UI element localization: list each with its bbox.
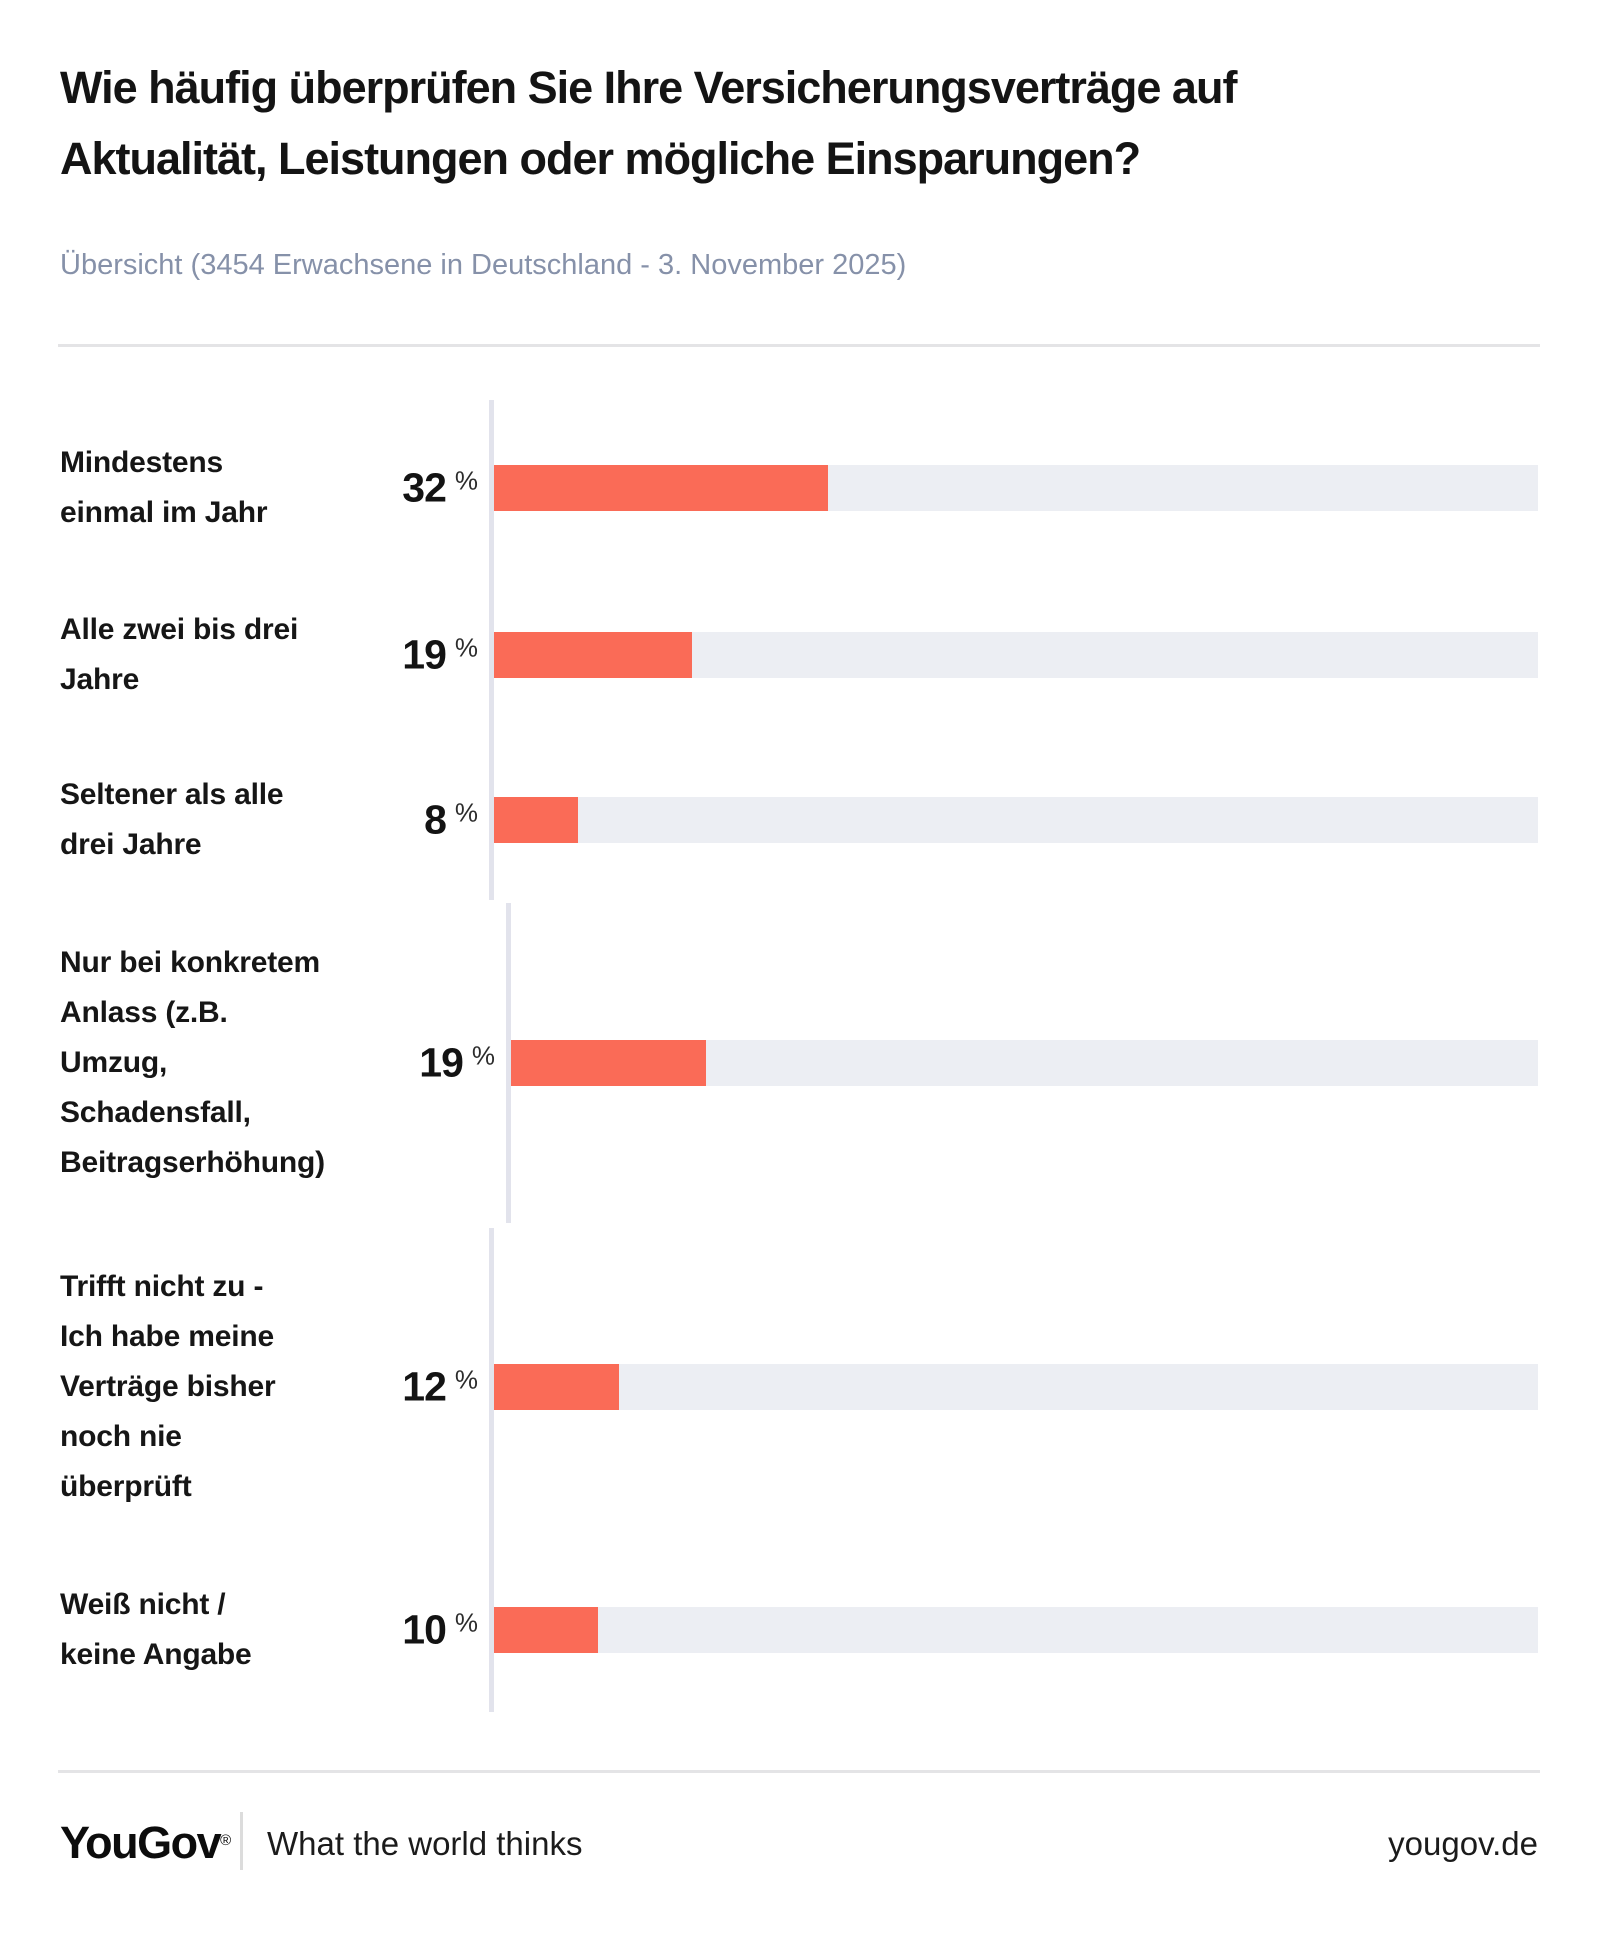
value-number: 19 [402, 631, 447, 678]
percent-sign: % [454, 632, 478, 663]
value-label: 19 % [277, 1039, 495, 1086]
page-subtitle: Übersicht (3454 Erwachsene in Deutschlan… [60, 249, 907, 281]
bar-fill [494, 797, 578, 843]
bar-track [494, 632, 1538, 678]
bar-track [494, 1364, 1538, 1410]
value-number: 10 [402, 1606, 447, 1653]
header-divider [58, 344, 1540, 347]
footer-divider [58, 1770, 1540, 1773]
value-number: 8 [424, 796, 447, 843]
category-label: Mindestens einmal im Jahr [60, 446, 268, 529]
registered-trademark-icon: ® [220, 1832, 232, 1849]
value-label: 10 % [260, 1606, 478, 1653]
value-number: 32 [402, 464, 447, 511]
category-label: Seltener als alle drei Jahre [60, 778, 284, 861]
value-label: 19 % [260, 631, 478, 678]
bar-track [511, 1040, 1538, 1086]
category-label: Alle zwei bis drei Jahre [60, 613, 299, 696]
percent-sign: % [471, 1040, 495, 1071]
bar-fill [511, 1040, 707, 1086]
footer-separator [240, 1812, 243, 1870]
bar-fill [494, 1364, 620, 1410]
category-label: Nur bei konkretem Anlass (z.B. Umzug, Sc… [60, 946, 325, 1179]
bar-fill [494, 465, 829, 511]
bar-track [494, 797, 1538, 843]
axis-line-segment-3 [489, 1228, 494, 1712]
yougov-logo-text: YouGov [60, 1817, 222, 1868]
axis-line-segment-2 [506, 903, 511, 1223]
footer-site-link: yougov.de [1388, 1825, 1538, 1862]
yougov-logo: YouGov® [60, 1820, 231, 1865]
bar-fill [494, 632, 693, 678]
footer-tagline: What the world thinks [267, 1825, 583, 1862]
value-label: 12 % [260, 1363, 478, 1410]
percent-sign: % [454, 1607, 478, 1638]
value-label: 8 % [260, 796, 478, 843]
page-title: Wie häufig überprüfen Sie Ihre Versicher… [60, 62, 1237, 184]
value-number: 12 [402, 1363, 447, 1410]
axis-line-segment-1 [489, 400, 494, 900]
bar-track [494, 1607, 1538, 1653]
value-label: 32 % [260, 464, 478, 511]
category-label: Trifft nicht zu - Ich habe meine Verträg… [60, 1270, 276, 1503]
category-label: Weiß nicht / keine Angabe [60, 1588, 252, 1671]
percent-sign: % [454, 1364, 478, 1395]
bar-track [494, 465, 1538, 511]
bar-fill [494, 1607, 599, 1653]
percent-sign: % [454, 465, 478, 496]
value-number: 19 [419, 1039, 464, 1086]
percent-sign: % [454, 797, 478, 828]
